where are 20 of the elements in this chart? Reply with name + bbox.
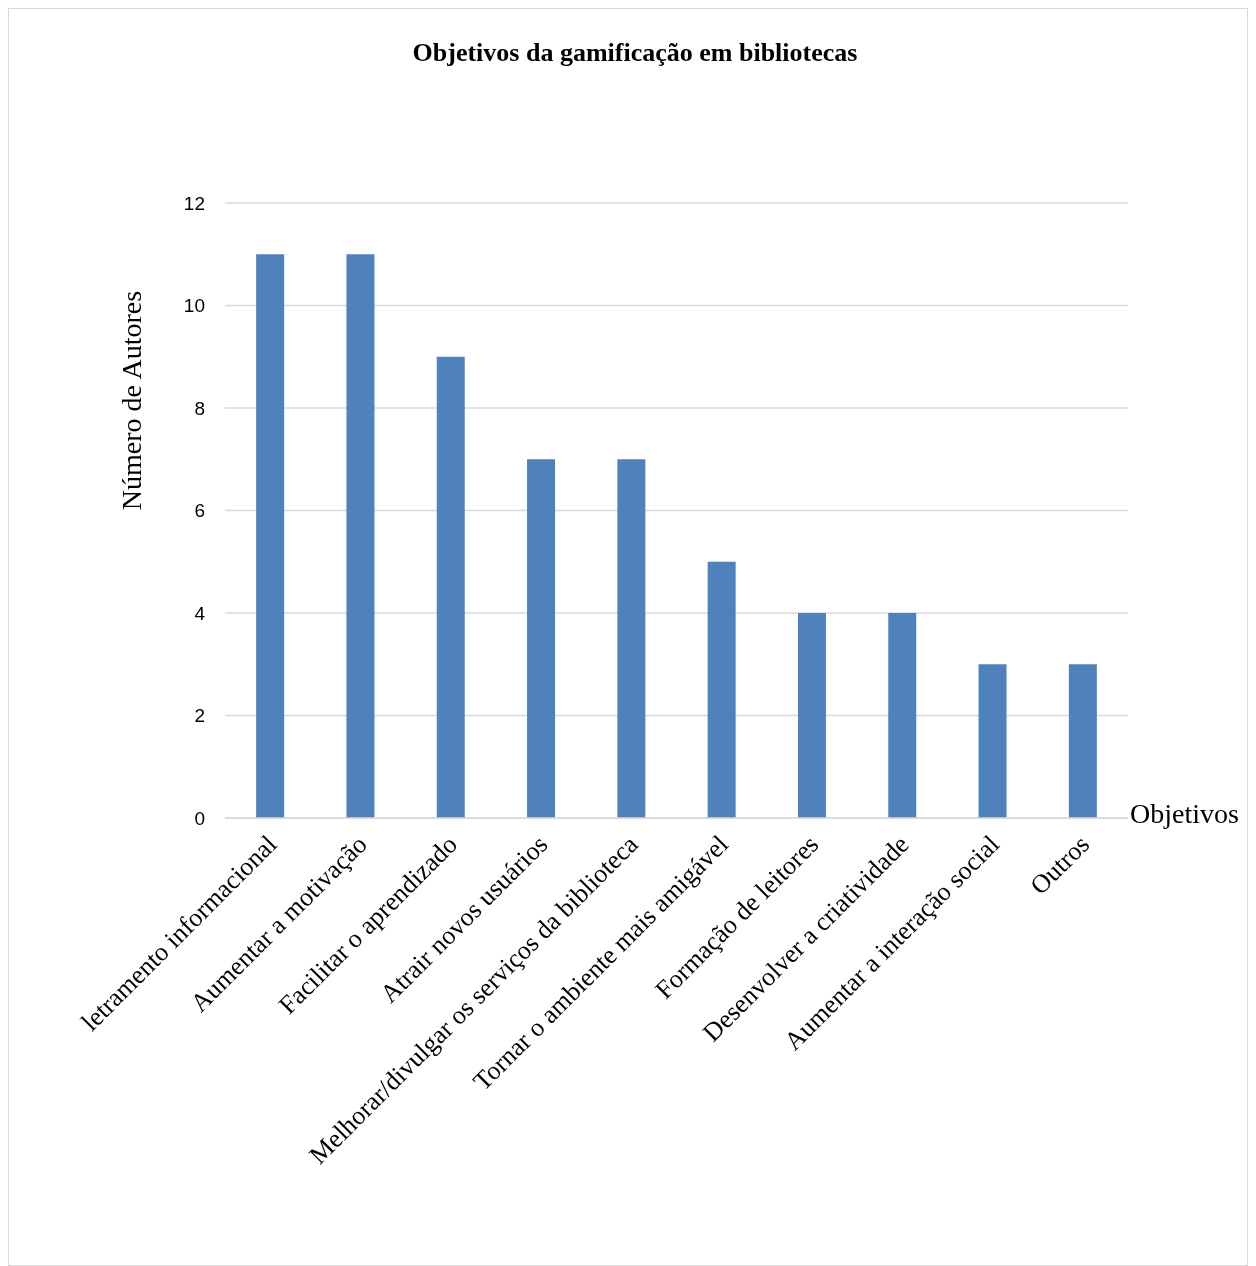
bar	[527, 459, 556, 818]
y-tick-label: 2	[194, 705, 205, 727]
bar	[797, 613, 826, 818]
bar	[256, 254, 285, 818]
y-tick-label: 8	[194, 397, 205, 419]
bar	[888, 613, 917, 818]
y-axis-title: Número de Autores	[116, 290, 147, 511]
x-axis-title: Objetivos	[1130, 797, 1239, 829]
bar	[436, 356, 465, 818]
y-tick-label: 4	[194, 602, 206, 624]
y-tick-label: 12	[183, 192, 205, 214]
y-tick-label: 0	[194, 807, 205, 829]
bar	[617, 459, 646, 818]
chart-title: Objetivos da gamificação em bibliotecas	[412, 38, 858, 67]
y-tick-label: 6	[194, 500, 205, 522]
bar	[1068, 664, 1097, 818]
y-tick-label: 10	[183, 295, 205, 317]
bar	[978, 664, 1007, 818]
bar	[346, 254, 375, 818]
bar	[707, 561, 736, 818]
